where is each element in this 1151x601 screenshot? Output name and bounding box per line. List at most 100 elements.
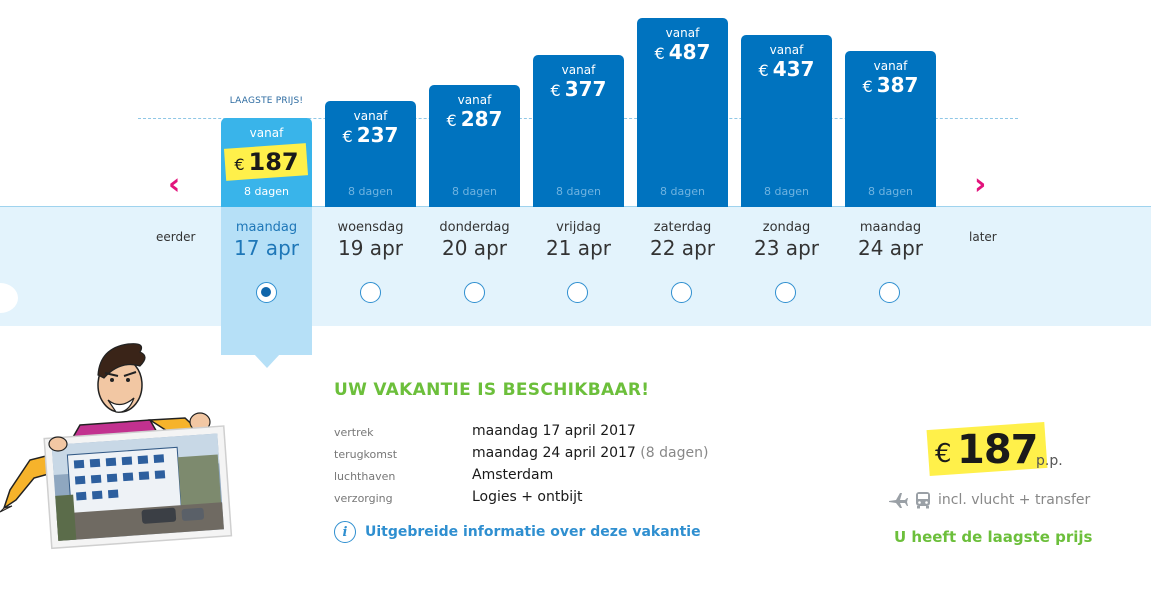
date: 21 apr <box>546 236 611 260</box>
price-bar-6[interactable]: vanaf €387 8 dagen <box>845 51 936 207</box>
currency-symbol: € <box>234 155 245 174</box>
duration-label: 8 dagen <box>244 185 289 198</box>
price-value: 237 <box>356 123 399 147</box>
duration-label: 8 dagen <box>868 185 913 198</box>
price-value: 187 <box>248 148 299 176</box>
detail-value: Amsterdam <box>472 467 553 483</box>
detail-value-text: maandag 24 april 2017 <box>472 445 636 461</box>
date-radio-3[interactable] <box>567 282 588 303</box>
weekday: woensdag <box>337 220 404 235</box>
date-radio-4[interactable] <box>671 282 692 303</box>
selected-pointer <box>254 354 280 368</box>
bar-price: €377 <box>533 77 624 101</box>
detail-value-text: Amsterdam <box>472 467 554 483</box>
duration-label: 8 dagen <box>348 185 393 198</box>
date-radio-1[interactable] <box>360 282 381 303</box>
price-bar-0[interactable]: vanaf €187 8 dagen <box>221 118 312 207</box>
date: 23 apr <box>754 236 819 260</box>
detail-label: vertrek <box>334 426 374 439</box>
more-info-link[interactable]: i Uitgebreide informatie over deze vakan… <box>334 521 701 543</box>
price-value: 287 <box>460 107 503 131</box>
price-bar-2[interactable]: vanaf €287 8 dagen <box>429 85 520 207</box>
nav-next-label[interactable]: later <box>969 230 997 244</box>
price-bar-3[interactable]: vanaf €377 8 dagen <box>533 55 624 207</box>
date-radio-2[interactable] <box>464 282 485 303</box>
detail-value: maandag 17 april 2017 <box>472 423 636 439</box>
date: 24 apr <box>858 236 923 260</box>
price-bar-4[interactable]: vanaf €487 8 dagen <box>637 18 728 207</box>
more-info-text[interactable]: Uitgebreide informatie over deze vakanti… <box>365 524 701 540</box>
bus-icon <box>916 492 930 509</box>
detail-label: verzorging <box>334 492 393 505</box>
day-label-2[interactable]: donderdag 20 apr <box>429 220 520 260</box>
chevron-left-icon[interactable]: ‹ <box>168 167 181 202</box>
from-label: vanaf <box>457 93 492 107</box>
weekday: zondag <box>762 220 811 235</box>
weekday: vrijdag <box>556 220 601 235</box>
date-radio-5[interactable] <box>775 282 796 303</box>
day-label-3[interactable]: vrijdag 21 apr <box>533 220 624 260</box>
bar-price: €187 <box>221 148 312 176</box>
currency-symbol: € <box>550 81 561 100</box>
from-label: vanaf <box>561 63 596 77</box>
currency-symbol: € <box>862 77 873 96</box>
date: 17 apr <box>234 236 299 260</box>
day-label-1[interactable]: woensdag 19 apr <box>325 220 416 260</box>
weekday: zaterdag <box>653 220 712 235</box>
currency-symbol: € <box>758 61 769 80</box>
price-value: 377 <box>564 77 607 101</box>
day-label-5[interactable]: zondag 23 apr <box>741 220 832 260</box>
currency-symbol: € <box>654 44 665 63</box>
weekday: maandag <box>235 220 298 235</box>
from-label: vanaf <box>249 126 284 140</box>
from-label: vanaf <box>665 26 700 40</box>
mascot-illustration <box>0 343 233 550</box>
price-value: 387 <box>876 73 919 97</box>
duration-label: 8 dagen <box>660 185 705 198</box>
includes-text: incl. vlucht + transfer <box>938 492 1091 508</box>
price-bar-5[interactable]: vanaf €437 8 dagen <box>741 35 832 207</box>
duration-label: 8 dagen <box>452 185 497 198</box>
price-value: 437 <box>772 57 815 81</box>
duration-label: 8 dagen <box>556 185 601 198</box>
plane-icon <box>889 493 908 508</box>
bar-price: €287 <box>429 107 520 131</box>
price-value: 487 <box>668 40 711 64</box>
day-label-0[interactable]: maandag 17 apr <box>221 220 312 260</box>
currency-symbol: € <box>342 127 353 146</box>
date-band <box>0 206 1151 326</box>
chevron-right-icon[interactable]: › <box>974 167 987 202</box>
summary-price-value: 187 <box>957 427 1038 473</box>
from-label: vanaf <box>353 109 388 123</box>
currency-symbol: € <box>446 111 457 130</box>
from-label: vanaf <box>873 59 908 73</box>
detail-label: terugkomst <box>334 448 398 461</box>
duration-note: (8 dagen) <box>640 445 709 461</box>
nav-prev-label[interactable]: eerder <box>156 230 196 244</box>
day-label-4[interactable]: zaterdag 22 apr <box>637 220 728 260</box>
date: 22 apr <box>650 236 715 260</box>
detail-value-text: Logies + ontbijt <box>472 489 583 505</box>
day-label-6[interactable]: maandag 24 apr <box>845 220 936 260</box>
bar-price: €437 <box>741 57 832 81</box>
lowest-price-tag: LAAGSTE PRIJS! <box>229 96 304 106</box>
detail-label: luchthaven <box>334 470 396 483</box>
date: 19 apr <box>338 236 403 260</box>
decor-blob <box>0 283 18 313</box>
from-label: vanaf <box>769 43 804 57</box>
detail-value: Logies + ontbijt <box>472 489 583 505</box>
date-radio-6[interactable] <box>879 282 900 303</box>
bar-price: €487 <box>637 40 728 64</box>
selected-column <box>221 207 312 355</box>
duration-label: 8 dagen <box>764 185 809 198</box>
availability-title: UW VAKANTIE IS BESCHIKBAAR! <box>334 380 650 400</box>
per-person-label: p.p. <box>1036 453 1063 469</box>
info-icon[interactable]: i <box>334 521 356 543</box>
includes-info: incl. vlucht + transfer <box>888 491 1090 509</box>
date-radio-0[interactable] <box>256 282 277 303</box>
detail-value-text: maandag 17 april 2017 <box>472 423 636 439</box>
price-bar-1[interactable]: vanaf €237 8 dagen <box>325 101 416 207</box>
lowest-price-message: U heeft de laagste prijs <box>894 528 1093 546</box>
weekday: maandag <box>859 220 922 235</box>
